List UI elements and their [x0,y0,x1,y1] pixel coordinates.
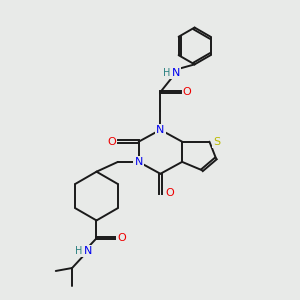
Text: O: O [117,233,126,243]
Text: N: N [84,246,93,256]
Text: O: O [165,188,174,197]
Text: H: H [163,68,170,78]
Text: N: N [156,125,165,135]
Text: S: S [213,137,220,147]
Text: H: H [75,246,82,256]
Text: N: N [172,68,180,78]
Text: O: O [183,87,191,97]
Text: N: N [134,157,143,167]
Text: O: O [108,137,116,147]
